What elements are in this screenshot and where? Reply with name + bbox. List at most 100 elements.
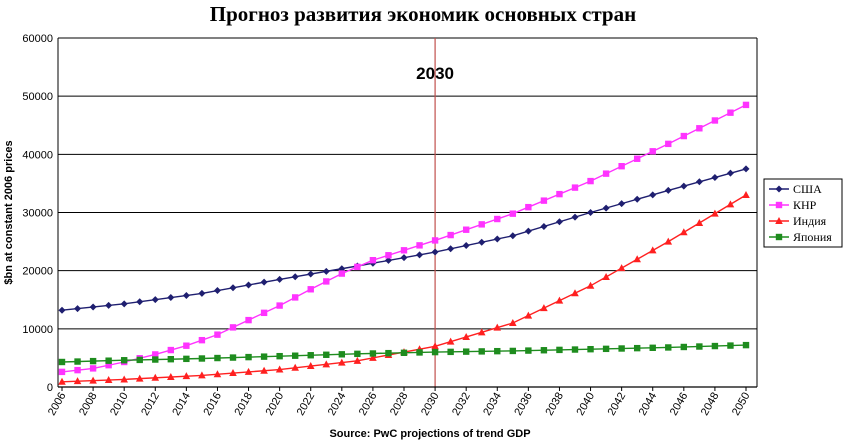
y-tick-label: 30000: [22, 208, 53, 220]
data-point: [416, 251, 424, 259]
x-tick-label: 2024: [326, 391, 349, 418]
data-point: [229, 324, 237, 331]
y-axis-label: $bn at constant 2006 prices: [3, 140, 15, 284]
data-point: [462, 332, 470, 340]
data-point: [587, 345, 594, 353]
data-point: [664, 237, 673, 245]
data-point: [540, 197, 548, 204]
data-point: [742, 341, 750, 349]
data-point: [338, 270, 346, 277]
data-point: [525, 347, 532, 354]
data-point: [447, 348, 454, 356]
data-point: [494, 215, 501, 223]
legend-label: США: [793, 182, 822, 196]
data-point: [167, 346, 175, 354]
data-point: [648, 246, 657, 254]
data-point: [74, 366, 81, 374]
data-point: [633, 344, 641, 352]
data-point: [649, 148, 656, 155]
data-point: [58, 306, 66, 314]
data-point: [447, 231, 454, 239]
x-tick-label: 2040: [575, 391, 598, 418]
data-point: [742, 101, 750, 109]
data-point: [571, 346, 579, 353]
data-point: [384, 256, 392, 264]
data-point: [727, 109, 734, 116]
data-point: [58, 368, 66, 376]
legend-marker: [775, 201, 783, 209]
legend-item: Япония: [769, 230, 832, 244]
data-point: [182, 291, 190, 299]
x-tick-label: 2038: [543, 391, 566, 418]
data-point: [245, 316, 252, 324]
data-point: [695, 218, 704, 226]
data-point: [618, 162, 625, 170]
annotation-2030: 2030: [416, 38, 454, 387]
data-point: [323, 351, 330, 358]
data-point: [431, 342, 439, 350]
data-point: [183, 355, 190, 363]
legend-label: Япония: [793, 230, 832, 244]
data-point: [665, 344, 672, 351]
x-tick-label: 2016: [201, 391, 224, 418]
data-point: [104, 376, 113, 384]
x-tick-label: 2042: [606, 391, 629, 418]
x-tick-label: 2020: [264, 391, 287, 418]
x-tick-label: 2026: [357, 391, 380, 418]
x-tick-label: 2012: [139, 391, 162, 418]
data-point: [711, 173, 719, 181]
data-point: [696, 343, 703, 350]
x-axis-label: Source: PwC projections of trend GDP: [329, 428, 530, 440]
data-point: [726, 169, 734, 177]
data-point: [431, 237, 439, 244]
data-point: [167, 355, 175, 363]
data-point: [213, 287, 221, 295]
legend: США КНР Индия Япония: [763, 178, 843, 248]
data-point: [556, 190, 563, 198]
data-point: [353, 356, 362, 364]
data-point: [276, 302, 283, 309]
data-point: [136, 356, 143, 364]
data-point: [245, 353, 252, 361]
legend-label: Индия: [793, 214, 827, 228]
x-tick-label: 2018: [233, 391, 256, 418]
data-point: [617, 264, 626, 272]
data-point: [120, 300, 128, 308]
data-point: [369, 350, 377, 357]
data-point: [291, 294, 299, 301]
data-point: [73, 377, 82, 385]
x-tick-label: 2036: [512, 391, 535, 418]
data-point: [89, 303, 97, 311]
data-point: [462, 226, 470, 233]
data-point: [556, 346, 563, 354]
data-point: [322, 267, 330, 275]
data-point: [276, 275, 284, 283]
data-point: [400, 247, 408, 254]
data-point: [198, 336, 206, 344]
data-point: [493, 323, 502, 331]
data-point: [385, 349, 392, 357]
series-lines: [58, 101, 750, 385]
data-point: [338, 351, 346, 358]
data-point: [385, 252, 392, 259]
data-point: [478, 348, 485, 355]
data-point: [214, 354, 221, 362]
data-point: [742, 165, 750, 173]
data-point: [742, 191, 750, 199]
chart-title: Прогноз развития экономик основных стран: [209, 2, 637, 26]
data-point: [478, 221, 485, 228]
x-tick-label: 2048: [699, 391, 722, 418]
series-2: [58, 191, 750, 385]
data-point: [633, 195, 641, 203]
data-point: [431, 348, 439, 356]
legend-label: КНР: [793, 198, 817, 212]
data-point: [275, 365, 284, 373]
data-point: [649, 344, 656, 351]
data-point: [307, 352, 314, 359]
data-point: [291, 363, 299, 371]
annotation-label: 2030: [416, 64, 454, 83]
y-tick-labels: 0 10000 20000 30000 40000 50000 60000: [22, 33, 53, 394]
data-point: [245, 281, 253, 289]
y-tick-label: 0: [47, 382, 53, 394]
data-point: [120, 375, 128, 383]
